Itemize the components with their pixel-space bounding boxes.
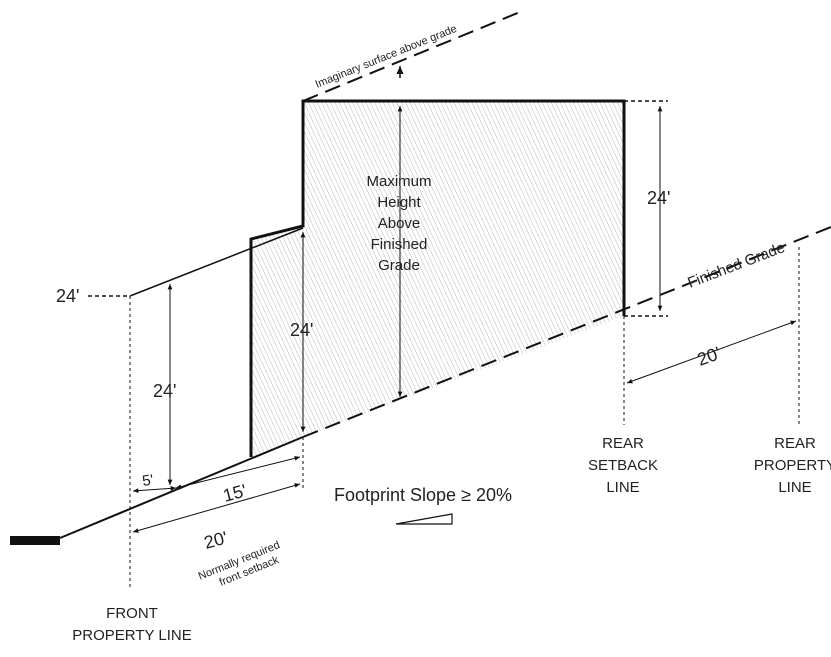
front-property-line-1: FRONT (106, 605, 158, 622)
front-15-dim (175, 455, 301, 490)
front-20-dim (132, 483, 301, 533)
rear-setback-line-3: LINE (606, 479, 639, 496)
rear-setback-distance-label: 20' (695, 343, 724, 370)
allowed-envelope-area (251, 101, 624, 457)
finished-grade-label: Finished Grade (685, 239, 787, 292)
footprint-slope-label: Footprint Slope ≥ 20% (334, 485, 512, 505)
mid-height-label: 24' (290, 320, 313, 340)
imaginary-surface-upper-dashed (302, 11, 521, 102)
rear-setback-distance-dim (626, 320, 797, 384)
rear-property-line-1: REAR (774, 435, 816, 452)
ground-block (10, 536, 60, 545)
rear-property-line-3: LINE (778, 479, 811, 496)
max-height-line-2: Height (377, 194, 421, 211)
slope-triangle-icon (395, 513, 453, 525)
imaginary-surface-label: Imaginary surface above grade (314, 23, 459, 91)
building-outline (249, 99, 626, 457)
front-5-dim (132, 485, 177, 494)
rear-setback-line-2: SETBACK (588, 457, 658, 474)
front-20-label: 20' (202, 527, 230, 552)
front-property-line-2: PROPERTY LINE (72, 627, 192, 644)
grade-solid-line (59, 436, 304, 539)
front-5-label: 5' (141, 472, 155, 490)
left-height-label: 24' (56, 286, 79, 306)
imaginary-surface-left-line (129, 227, 304, 297)
max-height-line-5: Grade (378, 257, 420, 274)
max-height-line-4: Finished (371, 236, 428, 253)
rear-property-line-2: PROPERTY (754, 457, 831, 474)
front-15-label: 15' (221, 480, 249, 505)
front-height-label: 24' (153, 381, 176, 401)
max-height-line-1: Maximum (366, 173, 431, 190)
rear-height-label: 24' (647, 188, 670, 208)
rear-setback-line-1: REAR (602, 435, 644, 452)
max-height-line-3: Above (378, 215, 421, 232)
